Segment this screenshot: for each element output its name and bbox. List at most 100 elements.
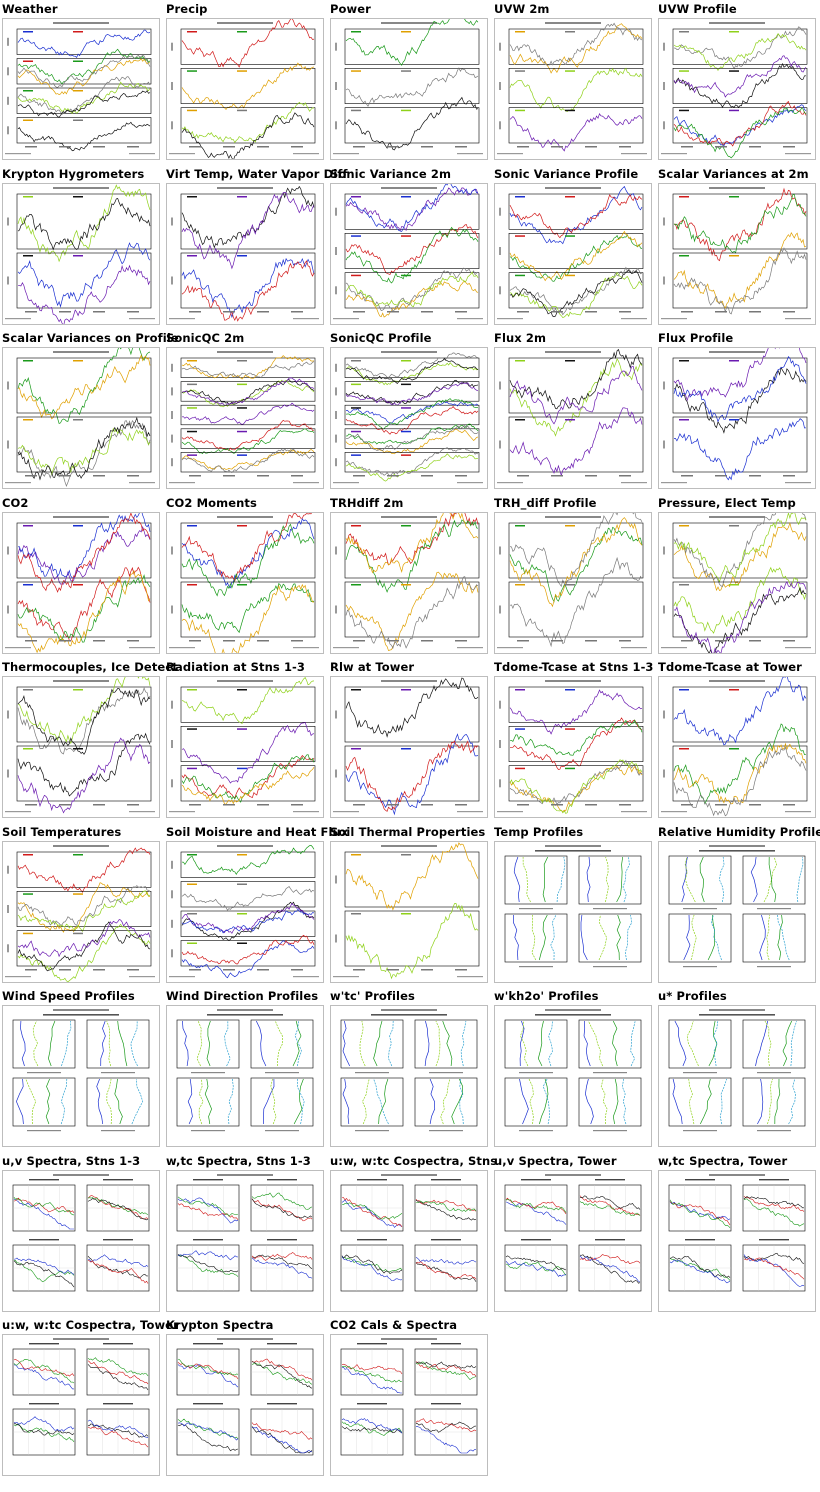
- plot-thumbnail-link[interactable]: [658, 1005, 816, 1147]
- plot-thumbnail-link[interactable]: [166, 1005, 324, 1147]
- plot-thumbnail-link[interactable]: [494, 182, 652, 325]
- plot-thumbnail-link[interactable]: [166, 511, 324, 654]
- plot-cell: Precip: [164, 2, 326, 164]
- plot-thumbnail-link[interactable]: [2, 1334, 160, 1476]
- plot-thumbnail-link[interactable]: [658, 18, 816, 160]
- plot-thumbnail-link[interactable]: [330, 1169, 488, 1312]
- plot-title: Rlw at Tower: [330, 660, 415, 674]
- plot-cell: TRHdiff 2m: [328, 496, 490, 658]
- plot-cell: w'kh2o' Profiles: [492, 989, 654, 1151]
- plot-title: Tdome-Tcase at Stns 1-3: [494, 660, 654, 674]
- plot-cell: Soil Thermal Properties: [328, 825, 490, 987]
- plot-thumbnail-link[interactable]: [2, 1005, 160, 1147]
- plot-title: Sonic Variance 2m: [330, 166, 452, 181]
- plot-thumbnail-link[interactable]: [330, 182, 488, 325]
- plot-title: Virt Temp, Water Vapor Diff: [166, 166, 348, 181]
- plot-title: Relative Humidity Profiles: [658, 824, 820, 839]
- plot-cell: Temp Profiles: [492, 825, 654, 987]
- plot-thumbnail-link[interactable]: [2, 347, 160, 489]
- plot-cell: Scalar Variances at 2m: [656, 167, 818, 329]
- plot-thumbnail-link[interactable]: [166, 840, 324, 983]
- plot-thumbnail-link[interactable]: [166, 18, 324, 160]
- plot-cell: Flux 2m: [492, 331, 654, 493]
- plot-thumbnail-link[interactable]: [2, 840, 160, 983]
- plot-thumbnail-link[interactable]: [658, 840, 816, 983]
- plot-cell: Wind Direction Profiles: [164, 989, 326, 1151]
- plot-cell: u:w, w:tc Cospectra, Stns: [328, 1154, 497, 1316]
- plot-title: Weather: [2, 2, 58, 16]
- plot-thumbnail-link[interactable]: [2, 1169, 160, 1312]
- plot-title: TRH_diff Profile: [494, 495, 597, 510]
- plot-title: TRHdiff 2m: [330, 495, 404, 510]
- plot-cell: Soil Moisture and Heat Flux: [164, 825, 348, 987]
- plot-thumbnail-link[interactable]: [166, 676, 324, 818]
- plot-thumbnail-link[interactable]: [2, 18, 160, 160]
- plot-thumbnail-link[interactable]: [658, 347, 816, 489]
- plot-thumbnail-link[interactable]: [2, 182, 160, 325]
- plot-title: Pressure, Elect Temp: [658, 495, 796, 510]
- plot-thumbnail-link[interactable]: [494, 511, 652, 654]
- plot-cell: UVW 2m: [492, 2, 654, 164]
- plot-title: Radiation at Stns 1-3: [166, 660, 306, 674]
- plot-title: Sonic Variance Profile: [494, 166, 639, 181]
- plot-cell: SonicQC 2m: [164, 331, 326, 493]
- plot-title: CO2: [2, 495, 29, 510]
- plot-title: Wind Speed Profiles: [2, 989, 135, 1003]
- plot-thumbnail-link[interactable]: [658, 676, 816, 818]
- plot-title: Precip: [166, 2, 208, 16]
- plot-title: w,tc Spectra, Stns 1-3: [166, 1153, 311, 1168]
- plot-thumbnail-link[interactable]: [330, 511, 488, 654]
- plot-cell: Sonic Variance 2m: [328, 167, 490, 329]
- plot-title: UVW Profile: [658, 2, 737, 16]
- plot-title: u:w, w:tc Cospectra, Tower: [2, 1318, 179, 1332]
- plot-thumbnail-link[interactable]: [658, 182, 816, 325]
- plot-title: Temp Profiles: [494, 824, 584, 839]
- plot-cell: Tdome-Tcase at Tower: [656, 660, 818, 822]
- plot-title: u,v Spectra, Tower: [494, 1153, 617, 1168]
- plot-cell: Pressure, Elect Temp: [656, 496, 818, 658]
- plot-thumbnail-link[interactable]: [494, 840, 652, 983]
- plot-cell: w,tc Spectra, Stns 1-3: [164, 1154, 326, 1316]
- plot-cell: CO2 Moments: [164, 496, 326, 658]
- plot-thumbnail-link[interactable]: [494, 1169, 652, 1312]
- plot-thumbnail-link[interactable]: [166, 1169, 324, 1312]
- plot-thumbnail-link[interactable]: [494, 347, 652, 489]
- plot-title: Tdome-Tcase at Tower: [658, 660, 802, 674]
- plot-title: Wind Direction Profiles: [166, 989, 319, 1003]
- plot-title: Flux Profile: [658, 331, 734, 345]
- plot-thumbnail-link[interactable]: [2, 511, 160, 654]
- plot-thumbnail-link[interactable]: [330, 840, 488, 983]
- plot-title: Flux 2m: [494, 331, 547, 345]
- plot-title: SonicQC Profile: [330, 331, 432, 345]
- plot-title: Soil Temperatures: [2, 824, 122, 839]
- plot-thumbnail-link[interactable]: [330, 1005, 488, 1147]
- plot-cell: u,v Spectra, Tower: [492, 1154, 654, 1316]
- plot-title: w'tc' Profiles: [330, 989, 415, 1003]
- plot-cell: Tdome-Tcase at Stns 1-3: [492, 660, 654, 822]
- plot-title: Thermocouples, Ice Detect: [2, 660, 178, 674]
- plot-title: Soil Thermal Properties: [330, 824, 486, 839]
- plot-title: CO2 Cals & Spectra: [330, 1318, 458, 1332]
- plot-thumbnail-link[interactable]: [166, 1334, 324, 1476]
- plot-cell: Virt Temp, Water Vapor Diff: [164, 167, 347, 329]
- plot-thumbnail-link[interactable]: [658, 1169, 816, 1312]
- plot-cell: Radiation at Stns 1-3: [164, 660, 326, 822]
- plot-cell: Weather: [0, 2, 162, 164]
- plot-title: w'kh2o' Profiles: [494, 989, 599, 1003]
- plot-thumbnail-link[interactable]: [166, 182, 324, 325]
- plot-thumbnail-link[interactable]: [494, 18, 652, 160]
- plot-thumbnail-link[interactable]: [330, 18, 488, 160]
- plot-thumbnail-link[interactable]: [2, 676, 160, 818]
- plot-thumbnail-link[interactable]: [166, 347, 324, 489]
- plot-thumbnail-link[interactable]: [494, 1005, 652, 1147]
- plot-cell: Flux Profile: [656, 331, 818, 493]
- plot-cell: Thermocouples, Ice Detect: [0, 660, 178, 822]
- plot-thumbnail-link[interactable]: [330, 347, 488, 489]
- plot-thumbnail-link[interactable]: [330, 1334, 488, 1476]
- plot-title: Scalar Variances on Profile: [2, 331, 179, 345]
- plot-thumbnail-link[interactable]: [330, 676, 488, 818]
- plot-thumbnail-link[interactable]: [658, 511, 816, 654]
- plot-thumbnail-link[interactable]: [494, 676, 652, 818]
- plot-cell: Wind Speed Profiles: [0, 989, 162, 1151]
- plot-cell: SonicQC Profile: [328, 331, 490, 493]
